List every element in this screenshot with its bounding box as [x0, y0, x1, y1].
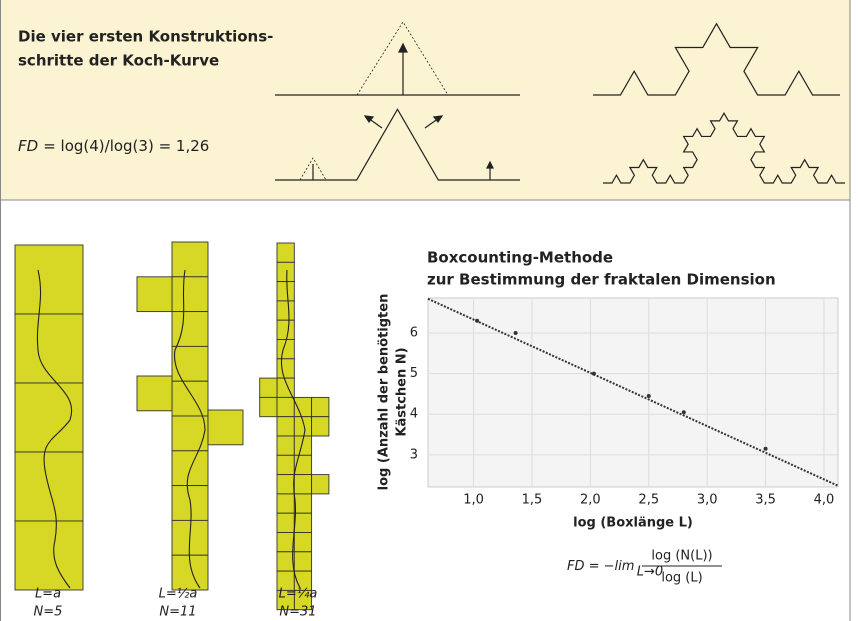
x-tick-label: 2,5: [638, 493, 659, 508]
x-tick-label: 3,0: [697, 493, 718, 508]
data-point: [475, 319, 479, 323]
box: [172, 381, 208, 416]
x-tick-label: 2,0: [580, 493, 601, 508]
y-axis-label: log (Anzahl der benötigten: [377, 294, 392, 491]
formula-denominator: log (L): [661, 571, 702, 586]
box-size-label: L=½a: [159, 587, 198, 602]
y-tick-label: 4: [410, 407, 418, 422]
box: [312, 475, 329, 494]
data-point: [514, 331, 518, 335]
formula-lhs: FD = −lim: [567, 559, 634, 574]
box: [15, 383, 83, 452]
x-tick-label: 4,0: [814, 493, 835, 508]
page: Die vier ersten Konstruktions- schritte …: [0, 0, 858, 621]
box: [277, 552, 294, 571]
formula-numerator: log (N(L)): [651, 549, 712, 564]
box: [294, 455, 311, 474]
box: [277, 262, 294, 281]
data-point: [647, 394, 651, 398]
box: [277, 513, 294, 532]
box: [294, 552, 311, 571]
x-tick-label: 1,5: [522, 493, 543, 508]
data-point: [682, 410, 686, 414]
chart-title: zur Bestimmung der fraktalen Dimension: [427, 271, 776, 289]
x-tick-label: 1,0: [463, 493, 484, 508]
koch-formula: FD = log(4)/log(3) = 1,26: [18, 137, 209, 155]
box: [260, 378, 277, 397]
box: [294, 417, 311, 436]
box: [172, 242, 208, 277]
box-count-label: N=5: [34, 605, 63, 620]
box: [294, 513, 311, 532]
box: [277, 359, 294, 378]
box: [172, 277, 208, 312]
box: [277, 494, 294, 513]
box-count-label: N=11: [159, 605, 196, 620]
box: [277, 243, 294, 262]
box: [312, 397, 329, 416]
box-size-label: L=¼a: [279, 587, 318, 602]
box: [277, 417, 294, 436]
box: [137, 277, 172, 312]
box-diagrams: [15, 242, 329, 610]
data-point: [592, 372, 596, 376]
box: [172, 451, 208, 486]
box: [15, 314, 83, 383]
y-axis-label: Kästchen N): [395, 347, 410, 436]
x-axis-label: log (Boxlänge L): [573, 516, 693, 531]
x-tick-label: 3,5: [755, 493, 776, 508]
box: [172, 346, 208, 381]
data-point: [764, 447, 768, 451]
box: [277, 282, 294, 301]
box: [294, 494, 311, 513]
y-tick-label: 3: [410, 447, 418, 462]
koch-title: schritte der Koch-Kurve: [18, 52, 219, 70]
box: [277, 533, 294, 552]
box: [312, 417, 329, 436]
koch-title: Die vier ersten Konstruktions-: [18, 28, 273, 46]
box: [277, 320, 294, 339]
box: [172, 312, 208, 347]
box: [277, 301, 294, 320]
chart: Boxcounting-Methode zur Bestimmung der f…: [377, 249, 839, 586]
box: [137, 376, 172, 411]
y-tick-label: 6: [410, 325, 418, 340]
box: [208, 410, 243, 445]
box: [277, 475, 294, 494]
box: [15, 245, 83, 314]
fd-formula: FD = −lim: [567, 559, 634, 574]
box: [294, 533, 311, 552]
box: [277, 397, 294, 416]
y-tick-label: 5: [410, 366, 418, 381]
formula-symbol: FD: [18, 137, 38, 155]
box: [260, 397, 277, 416]
box: [172, 416, 208, 451]
chart-title: Boxcounting-Methode: [427, 249, 613, 267]
box: [15, 521, 83, 590]
box: [294, 475, 311, 494]
formula-sub: L→0: [637, 565, 663, 580]
formula-text: = log(4)/log(3) = 1,26: [43, 137, 209, 155]
box-count-label: N=31: [279, 605, 316, 620]
box: [277, 436, 294, 455]
box: [277, 455, 294, 474]
box-size-label: L=a: [35, 587, 61, 602]
